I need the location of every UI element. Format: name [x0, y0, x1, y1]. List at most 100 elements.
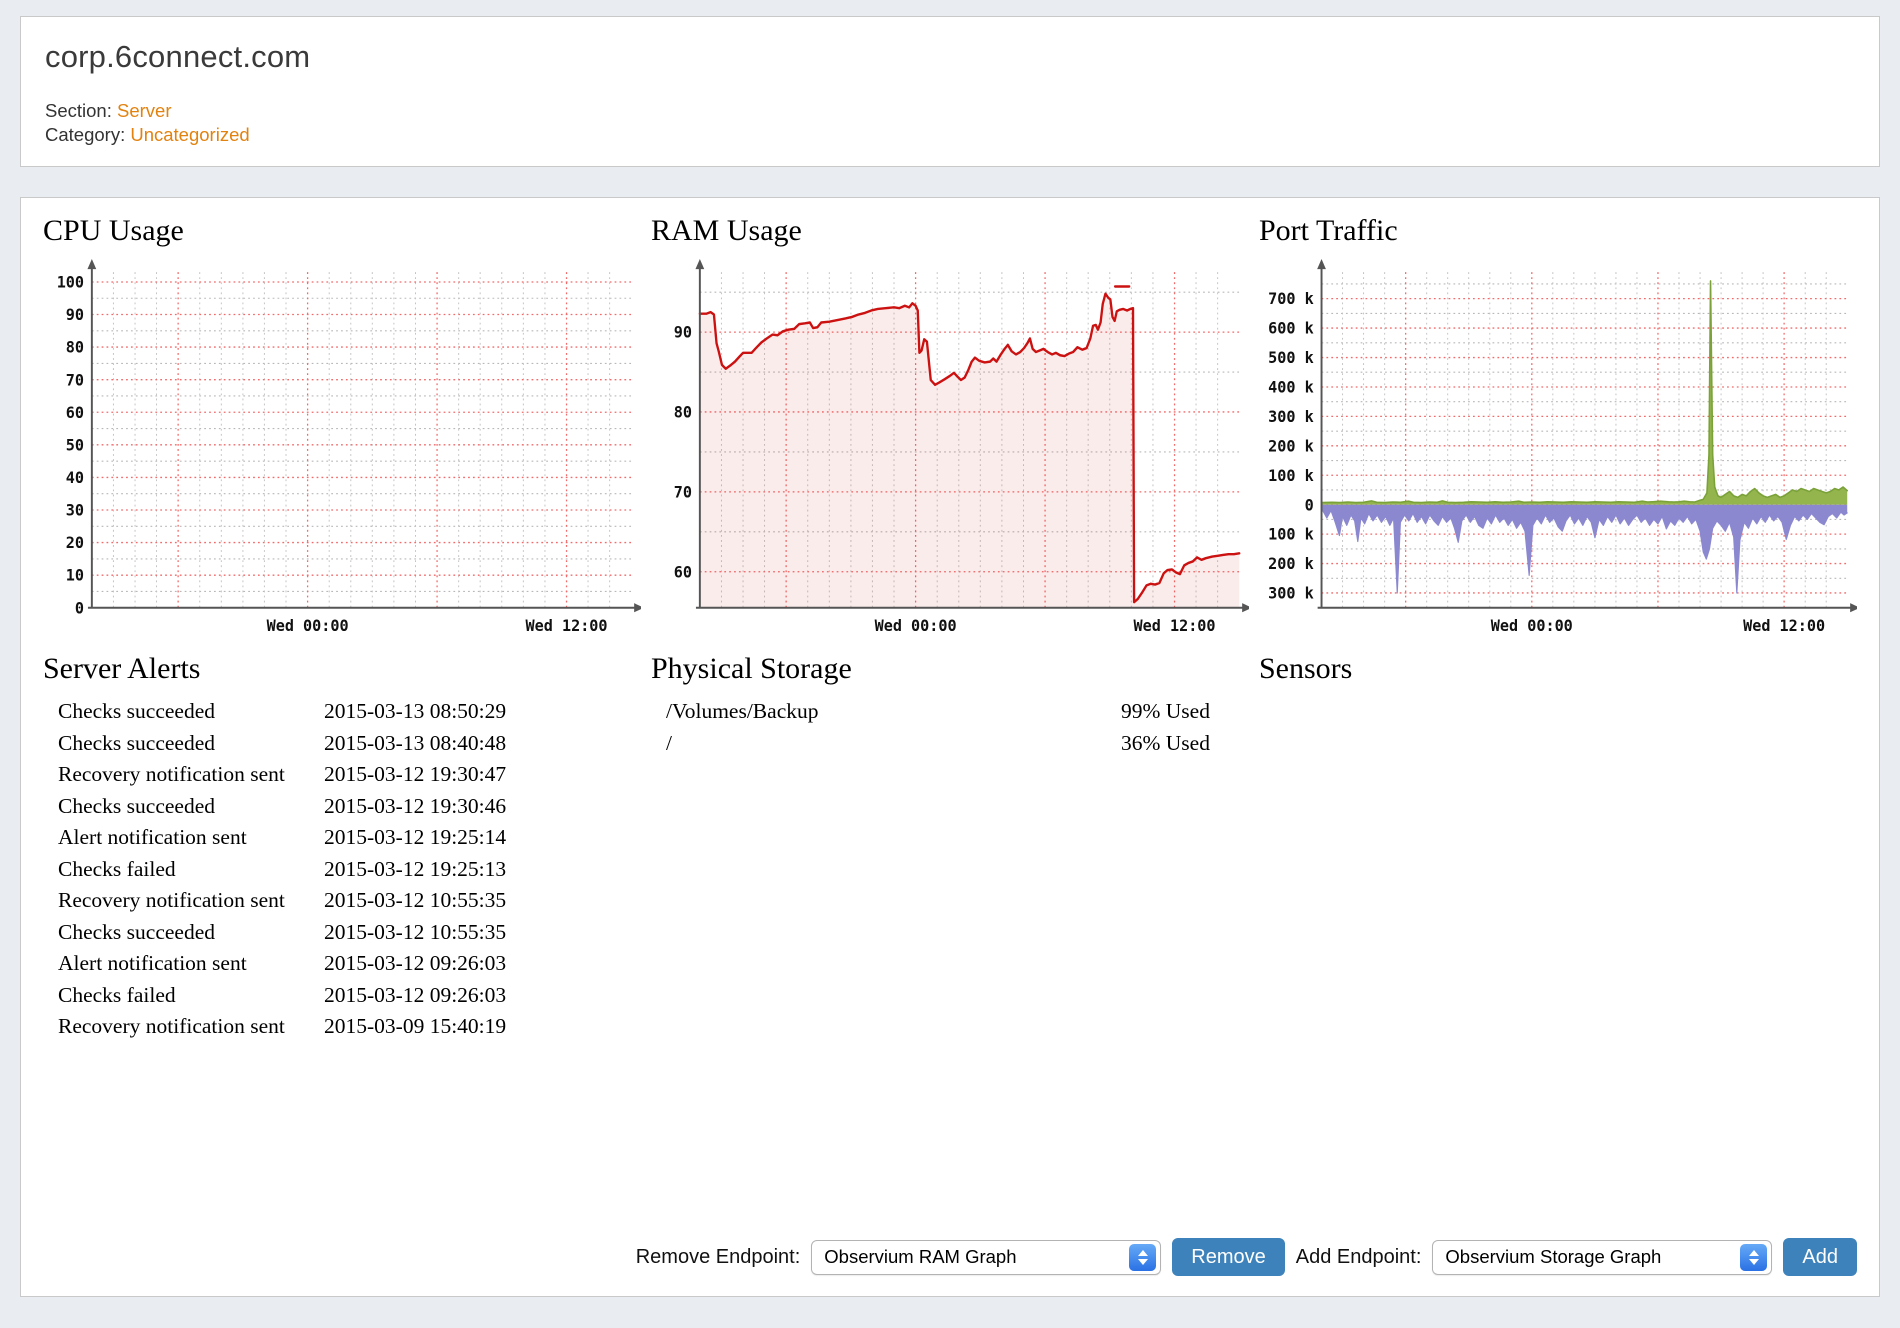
- svg-text:50: 50: [66, 436, 84, 454]
- alert-event: Alert notification sent: [58, 951, 247, 976]
- add-endpoint-label: Add Endpoint:: [1295, 1245, 1422, 1268]
- select-spinner-icon: [1129, 1243, 1157, 1271]
- svg-text:200 k: 200 k: [1268, 555, 1314, 573]
- storage-path: /: [666, 730, 672, 755]
- svg-text:100 k: 100 k: [1268, 467, 1314, 485]
- alert-time: 2015-03-12 10:55:35: [324, 919, 507, 944]
- remove-button[interactable]: Remove: [1172, 1238, 1285, 1277]
- svg-text:20: 20: [66, 534, 84, 552]
- chevron-down-icon: [1748, 1258, 1759, 1265]
- alert-event: Recovery notification sent: [58, 1014, 285, 1039]
- remove-endpoint-select[interactable]: Observium RAM Graph: [811, 1239, 1162, 1275]
- svg-text:Wed 00:00: Wed 00:00: [267, 617, 349, 634]
- alert-event: Checks failed: [58, 856, 176, 881]
- alert-event: Recovery notification sent: [58, 762, 285, 787]
- cpu-usage-title: CPU Usage: [43, 214, 184, 248]
- storage-path: /Volumes/Backup: [666, 699, 819, 724]
- category-link[interactable]: Uncategorized: [130, 123, 250, 145]
- section-line: Section: Server: [45, 99, 1855, 123]
- alert-row: Recovery notification sent 2015-03-09 15:…: [43, 1011, 641, 1043]
- sensors-section: Sensors: [1259, 650, 1857, 1043]
- server-alerts-section: Server Alerts Checks succeeded 2015-03-13…: [43, 650, 641, 1043]
- svg-text:600 k: 600 k: [1268, 320, 1314, 338]
- sensors-title: Sensors: [1259, 652, 1353, 686]
- server-alerts-list: Checks succeeded 2015-03-13 08:50:29 Check…: [43, 696, 641, 1043]
- ram-usage-title: RAM Usage: [651, 214, 802, 248]
- svg-text:Wed 12:00: Wed 12:00: [526, 617, 608, 634]
- alert-time: 2015-03-12 19:25:14: [324, 825, 507, 850]
- alert-event: Alert notification sent: [58, 825, 247, 850]
- cpu-usage-section: CPU Usage 100 90 80 70 60 50 40 30 20 10 0 Wed 00:0…: [43, 212, 641, 634]
- alert-row: Recovery notification sent 2015-03-12 19:…: [43, 759, 641, 791]
- port-traffic-chart: 700 k 600 k 500 k 400 k 300 k 200 k 100 k 0 100 …: [1268, 259, 1857, 634]
- alert-event: Checks failed: [58, 982, 176, 1007]
- alert-time: 2015-03-12 09:26:03: [324, 982, 507, 1007]
- svg-text:0: 0: [1305, 496, 1314, 514]
- alert-row: Checks failed 2015-03-12 19:25:13: [43, 854, 641, 886]
- chevron-up-icon: [1748, 1249, 1759, 1256]
- category-line: Category: Uncategorized: [45, 123, 1855, 147]
- chevron-down-icon: [1137, 1258, 1148, 1265]
- svg-text:Wed 00:00: Wed 00:00: [1491, 617, 1573, 634]
- ram-usage-chart: 90 80 70 60 Wed 00:00 Wed 12:00: [674, 259, 1249, 634]
- alert-row: Alert notification sent 2015-03-12 09:26:…: [43, 948, 641, 980]
- add-endpoint-select-value: Observium Storage Graph: [1445, 1246, 1662, 1268]
- physical-storage-list: /Volumes/Backup 99% Used / 36% Used: [651, 696, 1249, 759]
- alert-row: Checks succeeded 2015-03-12 10:55:35: [43, 917, 641, 949]
- add-endpoint-select[interactable]: Observium Storage Graph: [1432, 1239, 1773, 1275]
- svg-text:400 k: 400 k: [1268, 379, 1314, 397]
- alert-row: Alert notification sent 2015-03-12 19:25:…: [43, 822, 641, 854]
- section-link[interactable]: Server: [117, 100, 172, 121]
- server-alerts-title: Server Alerts: [43, 652, 201, 686]
- add-button[interactable]: Add: [1783, 1238, 1857, 1277]
- svg-text:200 k: 200 k: [1268, 437, 1314, 455]
- svg-text:90: 90: [674, 324, 692, 342]
- svg-text:70: 70: [674, 484, 692, 502]
- alert-time: 2015-03-13 08:40:48: [324, 730, 507, 755]
- storage-used-percent: 99% Used: [1121, 699, 1210, 724]
- svg-text:70: 70: [66, 371, 84, 389]
- page-title: corp.6connect.com: [45, 39, 311, 74]
- svg-text:100: 100: [57, 274, 84, 292]
- charts-row: CPU Usage 100 90 80 70 60 50 40 30 20 10 0 Wed 00:0…: [43, 212, 1857, 634]
- svg-text:300 k: 300 k: [1268, 408, 1314, 426]
- svg-text:80: 80: [674, 404, 692, 422]
- info-row: Server Alerts Checks succeeded 2015-03-13…: [43, 650, 1857, 1043]
- storage-used-percent: 36% Used: [1121, 730, 1210, 755]
- svg-text:30: 30: [66, 502, 84, 520]
- svg-text:60: 60: [674, 563, 692, 581]
- svg-text:80: 80: [66, 339, 84, 357]
- section-label: Section:: [45, 100, 112, 121]
- physical-storage-title: Physical Storage: [651, 652, 852, 686]
- port-traffic-title: Port Traffic: [1259, 214, 1398, 248]
- alert-event: Recovery notification sent: [58, 888, 285, 913]
- alert-time: 2015-03-09 15:40:19: [324, 1014, 507, 1039]
- svg-text:10: 10: [66, 567, 84, 585]
- svg-text:100 k: 100 k: [1268, 526, 1314, 544]
- alert-time: 2015-03-12 19:30:46: [324, 793, 507, 818]
- svg-text:500 k: 500 k: [1268, 349, 1314, 367]
- svg-text:0: 0: [75, 599, 84, 617]
- svg-text:Wed 12:00: Wed 12:00: [1134, 617, 1216, 634]
- alert-time: 2015-03-12 09:26:03: [324, 951, 507, 976]
- svg-text:40: 40: [66, 469, 84, 487]
- svg-text:300 k: 300 k: [1268, 585, 1314, 603]
- select-spinner-icon: [1740, 1243, 1768, 1271]
- remove-endpoint-select-value: Observium RAM Graph: [824, 1246, 1017, 1268]
- endpoint-controls: Remove Endpoint: Observium RAM Graph Rem…: [43, 1238, 1857, 1278]
- alert-row: Checks succeeded 2015-03-13 08:40:48: [43, 728, 641, 760]
- alert-time: 2015-03-12 19:25:13: [324, 856, 507, 881]
- alert-row: Checks succeeded 2015-03-12 19:30:46: [43, 791, 641, 823]
- physical-storage-section: Physical Storage /Volumes/Backup 99% Used…: [651, 650, 1249, 1043]
- svg-text:Wed 00:00: Wed 00:00: [875, 617, 957, 634]
- alert-event: Checks succeeded: [58, 699, 215, 724]
- alert-row: Checks failed 2015-03-12 09:26:03: [43, 980, 641, 1012]
- alert-row: Checks succeeded 2015-03-13 08:50:29: [43, 696, 641, 728]
- remove-endpoint-label: Remove Endpoint:: [635, 1245, 801, 1268]
- svg-text:700 k: 700 k: [1268, 290, 1314, 308]
- dashboard-panel: CPU Usage 100 90 80 70 60 50 40 30 20 10 0 Wed 00:0…: [20, 197, 1880, 1298]
- category-label: Category:: [45, 123, 126, 145]
- svg-text:90: 90: [66, 306, 84, 324]
- alert-event: Checks succeeded: [58, 793, 215, 818]
